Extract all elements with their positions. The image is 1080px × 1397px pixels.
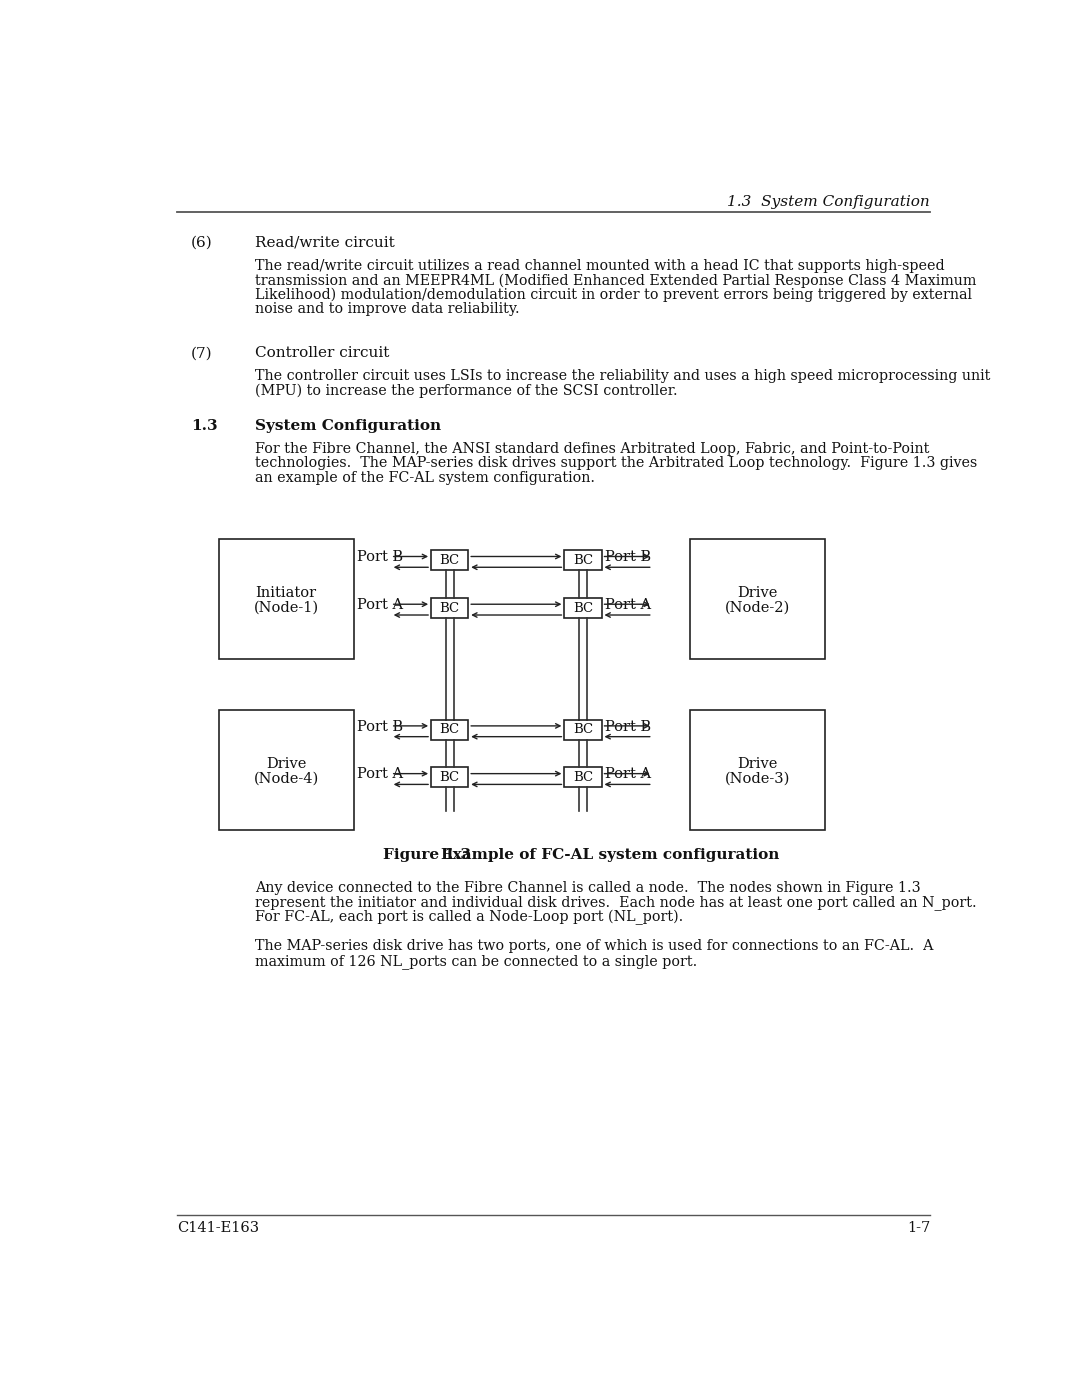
Bar bbox=[565, 719, 602, 740]
Text: BC: BC bbox=[440, 553, 460, 567]
Text: Port A: Port A bbox=[605, 598, 651, 612]
Text: technologies.  The MAP-series disk drives support the Arbitrated Loop technology: technologies. The MAP-series disk drives… bbox=[255, 457, 977, 471]
Text: 1.3: 1.3 bbox=[191, 419, 217, 433]
Text: (7): (7) bbox=[191, 346, 213, 360]
Text: Port A: Port A bbox=[356, 767, 403, 781]
Text: The MAP-series disk drive has two ports, one of which is used for connections to: The MAP-series disk drive has two ports,… bbox=[255, 939, 933, 953]
Text: (MPU) to increase the performance of the SCSI controller.: (MPU) to increase the performance of the… bbox=[255, 384, 678, 398]
Text: noise and to improve data reliability.: noise and to improve data reliability. bbox=[255, 302, 519, 316]
Text: BC: BC bbox=[440, 602, 460, 615]
Text: For FC-AL, each port is called a Node-Loop port (NL_port).: For FC-AL, each port is called a Node-Lo… bbox=[255, 909, 684, 925]
Text: BC: BC bbox=[440, 724, 460, 736]
Text: Port B: Port B bbox=[605, 550, 651, 564]
Text: (6): (6) bbox=[191, 236, 213, 250]
Bar bbox=[431, 767, 469, 788]
Text: Drive: Drive bbox=[738, 757, 778, 771]
Text: maximum of 126 NL_ports can be connected to a single port.: maximum of 126 NL_ports can be connected… bbox=[255, 954, 698, 968]
Text: The read/write circuit utilizes a read channel mounted with a head IC that suppo: The read/write circuit utilizes a read c… bbox=[255, 258, 945, 272]
Text: For the Fibre Channel, the ANSI standard defines Arbitrated Loop, Fabric, and Po: For the Fibre Channel, the ANSI standard… bbox=[255, 441, 930, 455]
Bar bbox=[218, 710, 353, 830]
Text: (Node-1): (Node-1) bbox=[254, 601, 319, 615]
Text: Controller circuit: Controller circuit bbox=[255, 346, 390, 360]
Text: BC: BC bbox=[572, 771, 593, 784]
Bar bbox=[431, 598, 469, 617]
Text: Drive: Drive bbox=[738, 587, 778, 601]
Bar bbox=[218, 539, 353, 659]
Text: Figure 1.3: Figure 1.3 bbox=[383, 848, 471, 862]
Text: (Node-2): (Node-2) bbox=[725, 601, 789, 615]
Text: Initiator: Initiator bbox=[256, 587, 316, 601]
Text: represent the initiator and individual disk drives.  Each node has at least one : represent the initiator and individual d… bbox=[255, 895, 976, 911]
Text: Any device connected to the Fibre Channel is called a node.  The nodes shown in : Any device connected to the Fibre Channe… bbox=[255, 880, 921, 894]
Text: BC: BC bbox=[572, 724, 593, 736]
Text: Port A: Port A bbox=[356, 598, 403, 612]
Bar bbox=[690, 539, 825, 659]
Text: (Node-3): (Node-3) bbox=[725, 773, 789, 787]
Bar bbox=[431, 550, 469, 570]
Text: transmission and an MEEPR4ML (Modified Enhanced Extended Partial Response Class : transmission and an MEEPR4ML (Modified E… bbox=[255, 274, 976, 288]
Text: BC: BC bbox=[572, 553, 593, 567]
Text: C141-E163: C141-E163 bbox=[177, 1221, 259, 1235]
Bar bbox=[690, 710, 825, 830]
Text: Read/write circuit: Read/write circuit bbox=[255, 236, 395, 250]
Text: The controller circuit uses LSIs to increase the reliability and uses a high spe: The controller circuit uses LSIs to incr… bbox=[255, 369, 990, 383]
Bar bbox=[565, 598, 602, 617]
Text: System Configuration: System Configuration bbox=[255, 419, 442, 433]
Text: BC: BC bbox=[572, 602, 593, 615]
Text: BC: BC bbox=[440, 771, 460, 784]
Text: 1.3  System Configuration: 1.3 System Configuration bbox=[728, 194, 930, 208]
Bar bbox=[431, 719, 469, 740]
Text: Likelihood) modulation/demodulation circuit in order to prevent errors being tri: Likelihood) modulation/demodulation circ… bbox=[255, 288, 972, 302]
Bar bbox=[565, 550, 602, 570]
Text: Port B: Port B bbox=[605, 719, 651, 733]
Bar bbox=[565, 767, 602, 788]
Text: 1-7: 1-7 bbox=[907, 1221, 930, 1235]
Text: an example of the FC-AL system configuration.: an example of the FC-AL system configura… bbox=[255, 471, 595, 485]
Text: Example of FC-AL system configuration: Example of FC-AL system configuration bbox=[441, 848, 780, 862]
Text: Port B: Port B bbox=[356, 550, 403, 564]
Text: Port A: Port A bbox=[605, 767, 651, 781]
Text: (Node-4): (Node-4) bbox=[254, 773, 319, 787]
Text: Port B: Port B bbox=[356, 719, 403, 733]
Text: Drive: Drive bbox=[266, 757, 307, 771]
